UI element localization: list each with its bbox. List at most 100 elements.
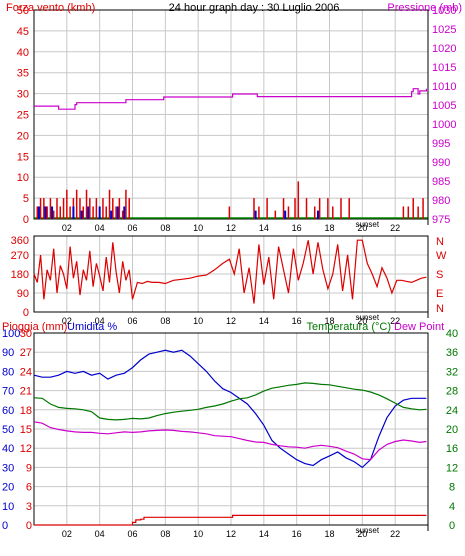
x-tick-label: 16 <box>292 316 302 326</box>
wind-tick-label: 50 <box>17 5 29 17</box>
humidity-tick-label: 100 <box>2 328 20 340</box>
humidity-tick-label: 60 <box>2 405 14 417</box>
temperature-line <box>33 382 427 421</box>
humidity-tick-label: 40 <box>2 443 14 455</box>
direction-line <box>33 239 427 304</box>
rain-tick-label: 3 <box>26 501 32 513</box>
temperature-tick-label: 12 <box>446 462 458 474</box>
compass-label: N <box>436 236 444 248</box>
x-tick-label: 06 <box>127 223 137 233</box>
grid-lines <box>34 236 428 312</box>
x-tick-label: 22 <box>390 223 400 233</box>
x-tick-label: 02 <box>62 223 72 233</box>
x-tick-label: 22 <box>390 316 400 326</box>
wind-tick-label: 35 <box>17 68 29 80</box>
x-tick-label: 20 <box>357 316 367 326</box>
x-tick-label: 08 <box>160 223 170 233</box>
pressure-tick-label: 1010 <box>432 81 456 93</box>
temperature-tick-label: 0 <box>449 520 455 532</box>
rain-tick-label: 15 <box>20 424 32 436</box>
direction-tick-label: 0 <box>23 307 29 319</box>
x-tick-label: 04 <box>95 529 105 539</box>
wind-tick-label: 45 <box>17 26 29 38</box>
sunset-label: sunset <box>355 313 379 322</box>
rain-humidity-temp-frame <box>33 332 429 526</box>
compass-label: S <box>436 269 443 281</box>
x-tick-label: 02 <box>62 316 72 326</box>
temperature-tick-label: 8 <box>449 482 455 494</box>
wind-pressure-panel: Forza vento (kmh) 24 hour graph day : 30… <box>6 2 462 233</box>
x-tick-label: 20 <box>357 529 367 539</box>
pressure-tick-label: 995 <box>432 138 450 150</box>
x-tick-label: 12 <box>226 529 236 539</box>
humidity-tick-label: 20 <box>2 482 14 494</box>
temperature-axis-title: Temperatura (°C) <box>307 321 391 333</box>
wind-tick-label: 15 <box>17 151 29 163</box>
compass-label: N <box>436 303 444 315</box>
humidity-tick-label: 50 <box>2 424 14 436</box>
humidity-axis-title: Umidita % <box>67 321 117 333</box>
compass-label: E <box>436 288 443 300</box>
sunset-label: sunset <box>355 220 379 229</box>
x-tick-label: 10 <box>193 223 203 233</box>
pressure-tick-label: 1020 <box>432 43 456 55</box>
rain-tick-label: 30 <box>20 328 32 340</box>
x-tick-label: 08 <box>160 529 170 539</box>
sunset-label: sunset <box>355 526 379 535</box>
x-tick-label: 18 <box>324 223 334 233</box>
wind-tick-label: 10 <box>17 172 29 184</box>
wind-pressure-frame <box>33 9 429 220</box>
rain-tick-label: 9 <box>26 462 32 474</box>
humidity-tick-label: 80 <box>2 366 14 378</box>
grid-lines <box>34 10 428 219</box>
x-tick-label: 12 <box>226 316 236 326</box>
temperature-tick-label: 36 <box>446 347 458 359</box>
x-tick-label: 14 <box>259 223 269 233</box>
dewpoint-axis-title: Dew Point <box>394 321 444 333</box>
temperature-tick-label: 20 <box>446 424 458 436</box>
direction-tick-label: 180 <box>11 269 29 281</box>
temperature-tick-label: 28 <box>446 386 458 398</box>
rain-tick-label: 24 <box>20 366 32 378</box>
pressure-tick-label: 1025 <box>432 24 456 36</box>
rain-line <box>34 514 427 526</box>
humidity-tick-label: 0 <box>2 520 8 532</box>
temperature-tick-label: 24 <box>446 405 458 417</box>
pressure-tick-label: 1030 <box>432 5 456 17</box>
x-tick-label: 02 <box>62 529 72 539</box>
wind-tick-label: 5 <box>23 193 29 205</box>
pressure-tick-label: 1015 <box>432 62 456 74</box>
direction-tick-label: 360 <box>11 235 29 247</box>
x-tick-label: 20 <box>357 223 367 233</box>
x-tick-label: 16 <box>292 223 302 233</box>
rain-humidity-temp-panel: Pioggia (mm) Umidita % Temperatura (°C) … <box>2 321 458 539</box>
humidity-tick-label: 30 <box>2 462 14 474</box>
compass-label: W <box>436 250 447 262</box>
x-tick-label: 14 <box>259 529 269 539</box>
x-tick-label: 12 <box>226 223 236 233</box>
x-tick-label: 22 <box>390 529 400 539</box>
x-tick-label: 18 <box>324 316 334 326</box>
humidity-line <box>33 349 427 469</box>
pressure-tick-label: 990 <box>432 157 450 169</box>
direction-tick-label: 270 <box>11 250 29 262</box>
dewpoint-line <box>33 421 427 461</box>
x-tick-label: 14 <box>259 316 269 326</box>
pressure-tick-label: 1005 <box>432 100 456 112</box>
direction-tick-label: 90 <box>17 288 29 300</box>
humidity-tick-label: 70 <box>2 386 14 398</box>
wind-tick-label: 0 <box>23 214 29 226</box>
pressure-tick-label: 1000 <box>432 119 456 131</box>
x-tick-label: 08 <box>160 316 170 326</box>
rain-tick-label: 18 <box>20 405 32 417</box>
pressure-tick-label: 980 <box>432 195 450 207</box>
graph-title: 24 hour graph day : 30 Luglio 2006 <box>169 2 340 14</box>
wind-tick-label: 20 <box>17 130 29 142</box>
x-tick-label: 10 <box>193 316 203 326</box>
pressure-tick-label: 975 <box>432 214 450 226</box>
wind-tick-label: 40 <box>17 47 29 59</box>
rain-tick-label: 0 <box>26 520 32 532</box>
humidity-tick-label: 90 <box>2 347 14 359</box>
